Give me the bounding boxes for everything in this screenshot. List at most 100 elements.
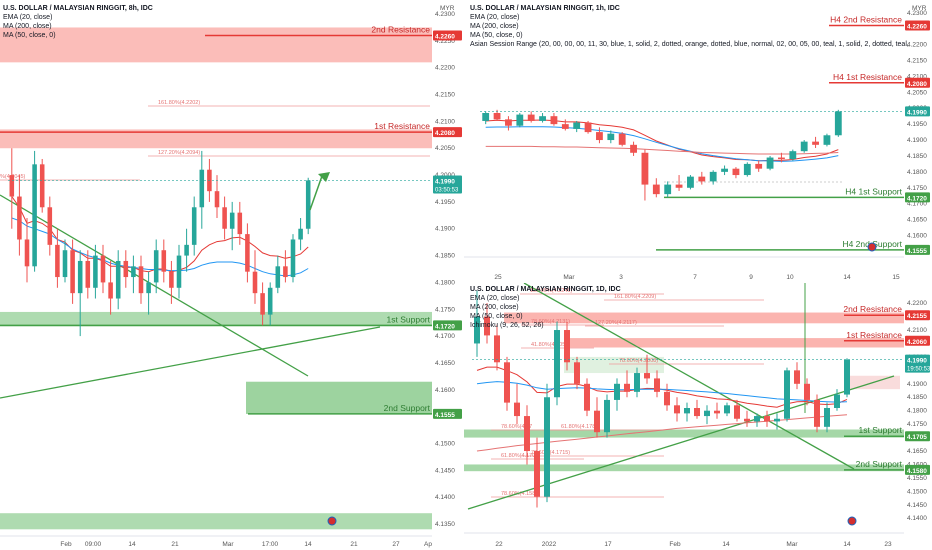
left-candle-body (77, 260, 83, 294)
left-candle-body (93, 255, 98, 288)
br-series-line (476, 414, 848, 452)
br-countdown-text: 19:50:53 (907, 367, 931, 373)
left-lower-support-zone (0, 513, 432, 530)
left-price-tick: 4.2050 (435, 145, 455, 152)
tr-price-tag (905, 77, 930, 88)
tr-candle-body (493, 113, 501, 120)
tr-candle-body (630, 144, 637, 153)
tr-price-tick: 4.1650 (907, 217, 927, 224)
left-time-tick: 21 (350, 541, 358, 548)
chart-1d[interactable]: 4.22004.21504.21004.20504.20004.19504.19… (464, 283, 932, 550)
left-time-tick: 09:00 (85, 541, 102, 548)
tr-time-tick: 15 (892, 274, 900, 281)
left-arrow-head (318, 172, 330, 182)
left-time-tick: 17:00 (262, 541, 279, 548)
br-fib-label: 161.80%(4.2209) (614, 294, 656, 300)
br-price-tag-text: 4.2155 (907, 313, 927, 320)
tr-candle-body (607, 133, 615, 141)
left-level-label: 2nd Support (384, 403, 431, 413)
br-price-tick: 4.1900 (907, 381, 927, 388)
br-candle-body (744, 418, 750, 422)
br-candle-body (824, 408, 830, 427)
left-projection-arrow (309, 175, 323, 211)
br-candle-body (694, 408, 700, 417)
tr-price-tick: 4.1800 (907, 169, 927, 176)
br-price-tag (905, 464, 930, 475)
left-time-tick: 14 (128, 541, 136, 548)
left-price-tick: 4.1500 (435, 440, 455, 447)
left-time-tick: 27 (392, 541, 400, 548)
left-candle-body (222, 207, 227, 229)
br-candle-body (554, 330, 560, 398)
left-level-label: 1st Resistance (374, 121, 430, 131)
left-time-tick: Feb (60, 541, 72, 548)
tr-time-tick: 25 (494, 274, 502, 281)
tr-time-tick: 14 (843, 274, 851, 281)
tr-candle-body (664, 184, 672, 195)
tr-time-tick: 9 (749, 274, 753, 281)
left-price-axis-bg (432, 0, 464, 550)
left-candle-body (169, 271, 174, 288)
left-price-tick: 4.1950 (435, 199, 455, 206)
br-price-tick: 4.1400 (907, 515, 927, 522)
tr-candle-body (778, 157, 785, 160)
br-candle-body (474, 316, 480, 344)
tr-level-label: H4 1st Support (845, 186, 902, 196)
left-candle-body (245, 234, 250, 272)
left-price-tag-text: 4.1555 (435, 412, 455, 419)
tr-candle-body (561, 124, 569, 129)
br-candle-body (784, 370, 790, 419)
left-candle-body (9, 175, 15, 197)
left-time-tick: Ap (424, 541, 432, 548)
tr-series-line (485, 145, 839, 155)
tr-candle-body (675, 184, 683, 188)
tr-candle-body (618, 133, 626, 145)
br-uptrend-line (467, 375, 895, 510)
left-candle-body (32, 164, 37, 267)
br-candle-body (544, 397, 550, 497)
left-candle-body (176, 255, 182, 288)
left-countdown-text: 03:50:53 (435, 187, 459, 193)
tr-price-axis-bg (904, 0, 932, 283)
tr-candle-body (641, 152, 649, 185)
tr-time-tick: 10 (786, 274, 794, 281)
br-price-tick: 4.1750 (907, 421, 927, 428)
br-candle-body (844, 359, 850, 395)
br-price-tick: 4.1550 (907, 475, 927, 482)
chart-1h[interactable]: 4.23004.22504.22004.21504.21004.20504.20… (464, 0, 932, 283)
br-price-axis-bg (904, 283, 932, 550)
chart-8h[interactable]: 4.2300 4.2250 4.2200 4.2150 4.2100 4.2050 4.20… (0, 0, 464, 550)
tr-price-tick: 4.1900 (907, 137, 927, 144)
left-candle-body (85, 260, 91, 288)
left-price-tick: 4.1800 (435, 279, 455, 286)
left-1st-resistance-zone (0, 129, 432, 149)
br-price-tick: 4.1500 (907, 488, 927, 495)
br-candle-body (514, 402, 520, 417)
br-candle-body (724, 405, 730, 414)
tr-candle-body (743, 163, 751, 176)
left-price-tick: 4.1450 (435, 467, 455, 474)
tr-price-tick: 4.1950 (907, 121, 927, 128)
left-candle-body (290, 239, 296, 278)
br-candle-body (714, 410, 720, 414)
br-time-tick: 14 (843, 541, 851, 548)
br-price-tick: 4.1800 (907, 408, 927, 415)
left-candle-body (305, 180, 311, 229)
left-candle-body (283, 266, 288, 278)
left-1st-support-zone (0, 311, 432, 327)
left-candle-body (47, 207, 53, 245)
left-fib-label: 161.80%(4.2202) (158, 100, 200, 106)
left-candle-body (199, 169, 205, 208)
br-fib-label: 41.80%(4.205 (531, 342, 565, 348)
tr-current-price-tag (905, 106, 930, 117)
br-price-tick: 4.1850 (907, 394, 927, 401)
left-candle-body (298, 228, 303, 240)
br-fib-label: 61.80%(4.1785) (561, 424, 600, 430)
tr-time-tick: 3 (619, 274, 623, 281)
left-candle-body (214, 191, 220, 208)
left-price-tag (433, 408, 462, 419)
left-candle-body (123, 260, 129, 278)
br-fib-label: 61.80%(4.1705) (501, 453, 540, 459)
left-price-tag (433, 30, 462, 41)
left-time-tick: Mar (222, 541, 234, 548)
